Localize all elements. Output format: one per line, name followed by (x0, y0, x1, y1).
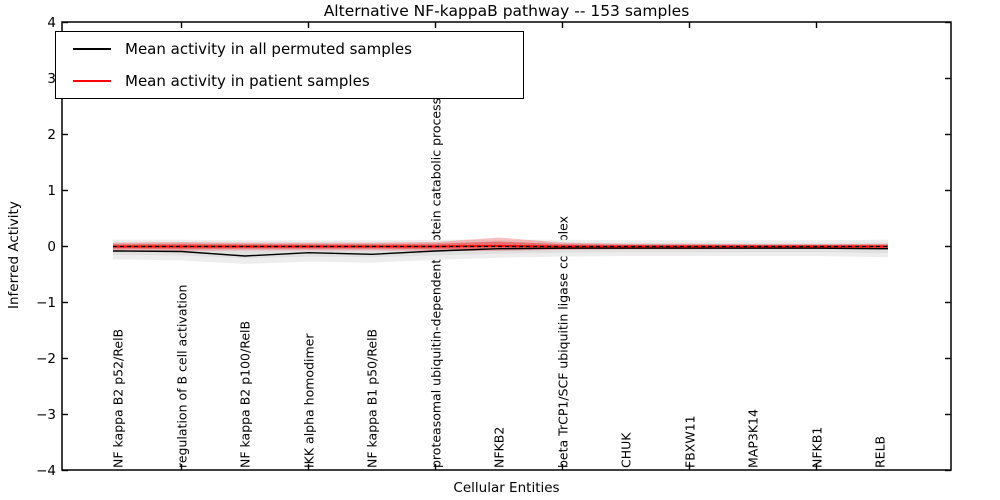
x-category-label: beta TrCP1/SCF ubiquitin ligase complex (555, 216, 570, 468)
y-tick-label: −1 (36, 294, 56, 311)
permuted-line-sample (73, 48, 111, 50)
x-category-label: NF kappa B2 p52/RelB (110, 328, 126, 468)
patient-band-inner (113, 241, 888, 250)
x-category-label: NFKB1 (809, 426, 824, 468)
x-category-label: FBXW11 (682, 415, 697, 468)
y-tick-label: 3 (47, 70, 56, 87)
legend-item-patient: Mean activity in patient samples (56, 66, 523, 96)
permuted-band-outer (113, 239, 888, 264)
y-tick-label: −3 (36, 406, 56, 423)
y-tick-label: 1 (47, 182, 56, 199)
x-category-label: CHUK (618, 432, 634, 468)
x-axis-label: Cellular Entities (453, 480, 560, 496)
permuted-mean-line (113, 247, 888, 257)
x-category-label: IKK alpha homodimer (301, 333, 316, 469)
patient-mean-line (113, 244, 888, 248)
patient-band-outer (113, 237, 888, 251)
x-category-label: NF kappa B1 p50/RelB (364, 328, 380, 468)
x-category-label: NFKB2 (491, 426, 507, 468)
y-axis-label: Inferred Activity (6, 201, 22, 309)
x-category-label: regulation of B cell activation (174, 284, 189, 468)
y-tick-label: 2 (47, 126, 56, 143)
legend-item-permuted: Mean activity in all permuted samples (56, 34, 523, 64)
legend-label-patient: Mean activity in patient samples (125, 72, 370, 90)
patient-line-sample (73, 80, 111, 82)
y-tick-label: −4 (36, 462, 56, 479)
y-tick-label: −2 (36, 350, 56, 367)
x-category-label: MAP3K14 (745, 409, 761, 468)
x-category-label: RELB (872, 435, 888, 468)
permuted-band-inner (113, 242, 888, 259)
legend-label-permuted: Mean activity in all permuted samples (125, 40, 412, 58)
x-category-label: NF kappa B2 p100/RelB (237, 320, 253, 468)
y-tick-label: 0 (47, 238, 56, 255)
y-tick-label: 4 (47, 14, 56, 31)
legend: Mean activity in all permuted samples Me… (55, 31, 524, 99)
chart-title: Alternative NF-kappaB pathway -- 153 sam… (323, 2, 690, 20)
x-category-label: proteasomal ubiquitin-dependent protein … (428, 97, 443, 468)
